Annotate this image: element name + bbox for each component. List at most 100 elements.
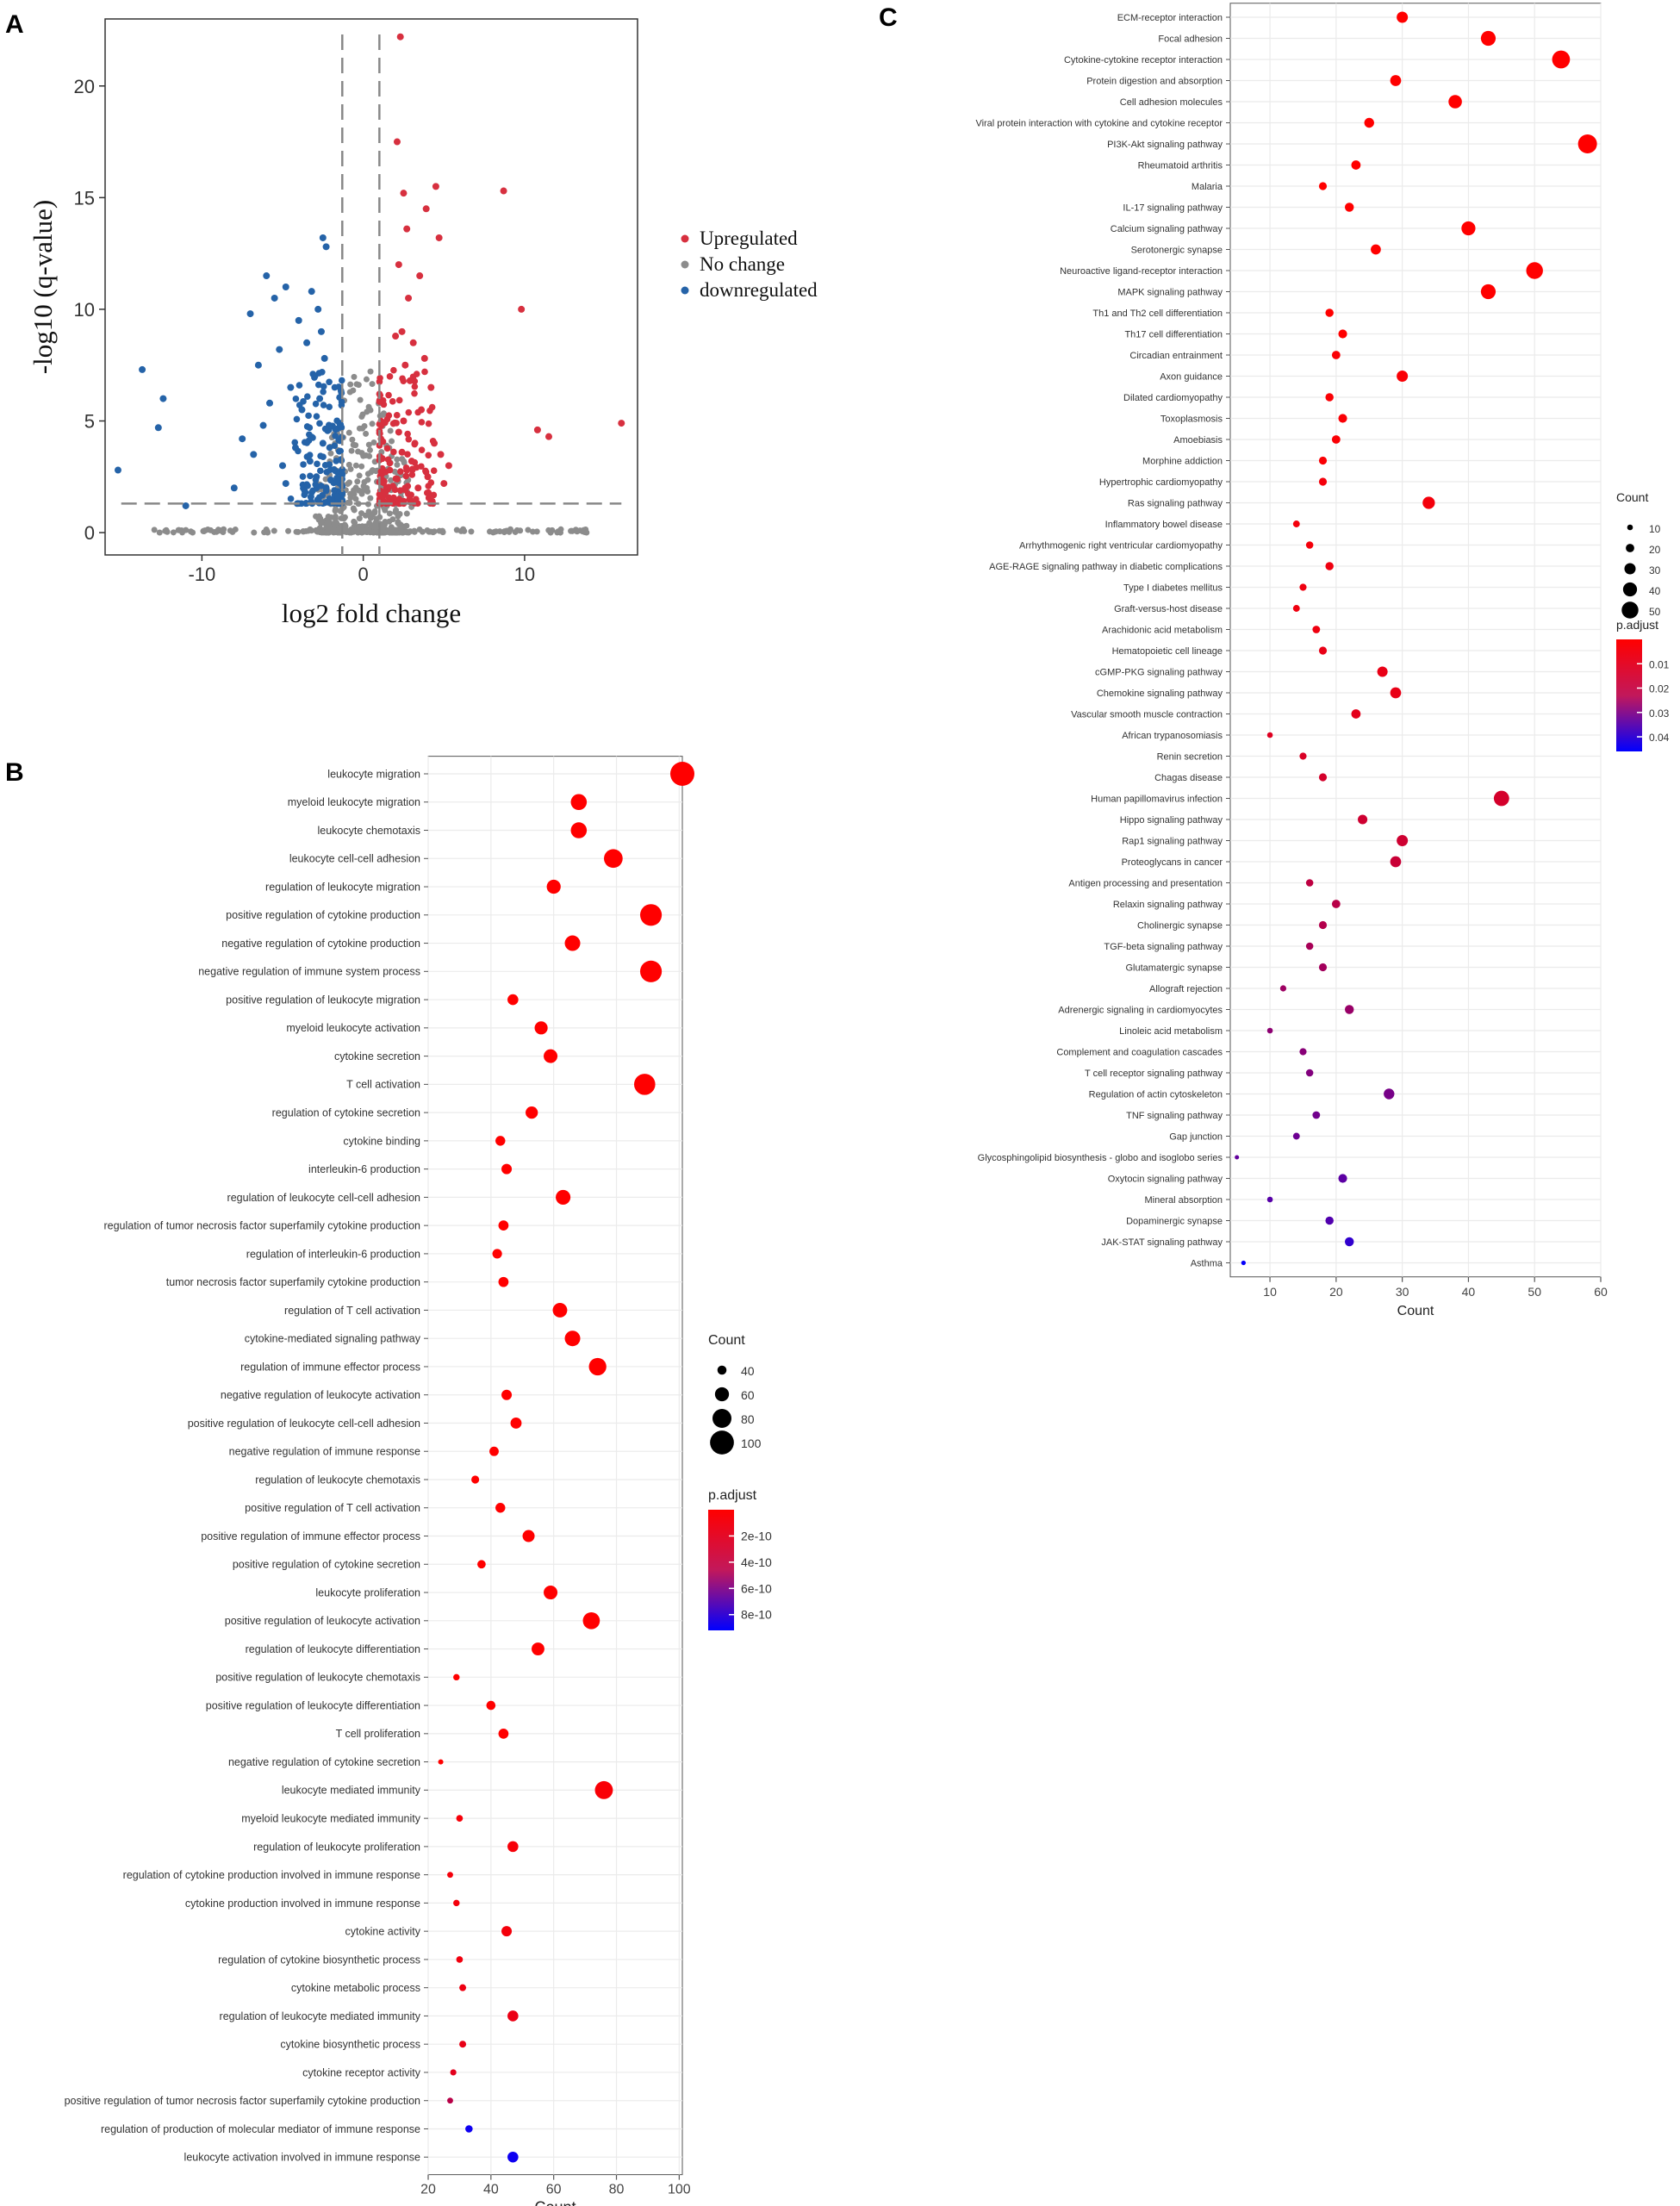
term-label: Viral protein interaction with cytokine … <box>975 118 1223 128</box>
term-dot <box>456 1815 464 1822</box>
point-no-change <box>348 447 355 454</box>
term-label: Axon guidance <box>1160 371 1223 382</box>
point-no-change <box>386 510 393 517</box>
term-label: Cell adhesion molecules <box>1120 97 1223 108</box>
point-upregulated <box>422 467 429 475</box>
term-label: negative regulation of immune response <box>229 1446 420 1458</box>
term-label: TNF signaling pathway <box>1126 1111 1223 1121</box>
panel-label-a: A <box>5 10 24 39</box>
point-upregulated <box>405 490 412 498</box>
point-no-change <box>363 430 370 437</box>
term-label: regulation of leukocyte migration <box>265 881 420 893</box>
point-upregulated <box>386 373 394 380</box>
point-downregulated <box>307 472 314 480</box>
point-no-change <box>574 528 581 535</box>
color-legend-label: 0.02 <box>1649 683 1670 695</box>
term-dot <box>498 1276 509 1287</box>
term-label: Morphine addiction <box>1142 456 1223 466</box>
term-dot <box>1318 477 1328 486</box>
point-no-change <box>359 411 366 418</box>
point-upregulated <box>396 33 404 41</box>
term-label: leukocyte cell-cell adhesion <box>289 853 420 865</box>
term-dot <box>1305 879 1314 887</box>
point-upregulated <box>430 467 438 475</box>
size-legend-dot <box>712 1409 731 1428</box>
point-downregulated <box>304 483 311 489</box>
point-no-change <box>396 511 403 518</box>
term-dot <box>438 1759 444 1765</box>
term-dot <box>501 1389 513 1400</box>
size-legend-dot <box>714 1387 730 1402</box>
point-no-change <box>333 527 339 534</box>
size-legend-title: Count <box>1616 490 1648 504</box>
point-upregulated <box>382 419 389 427</box>
x-tick-label: 50 <box>1528 1285 1541 1299</box>
term-label: Oxytocin signaling pathway <box>1108 1174 1223 1184</box>
point-no-change <box>325 514 332 520</box>
point-upregulated <box>418 463 425 470</box>
point-upregulated <box>430 491 438 499</box>
term-label: Serotonergic synapse <box>1131 245 1223 255</box>
point-no-change <box>355 448 362 455</box>
point-downregulated <box>114 466 121 474</box>
point-downregulated <box>291 444 299 452</box>
term-dot <box>1344 1005 1354 1014</box>
term-dot <box>1266 732 1273 738</box>
point-upregulated <box>425 420 432 427</box>
panel-b-go-dotplot: 20 40 60 80 100 leukocyte migration myeloid le… <box>65 756 772 2206</box>
point-upregulated <box>618 420 625 427</box>
point-upregulated <box>406 495 413 503</box>
term-label: regulation of leukocyte chemotaxis <box>255 1474 420 1486</box>
point-no-change <box>251 529 258 536</box>
point-downregulated <box>302 489 309 496</box>
term-label: Toxoplasmosis <box>1160 414 1223 424</box>
point-no-change <box>351 487 358 494</box>
point-upregulated <box>422 205 430 213</box>
term-label: leukocyte proliferation <box>315 1586 420 1598</box>
term-dot <box>1318 963 1328 972</box>
point-downregulated <box>292 396 300 402</box>
point-no-change <box>517 527 524 534</box>
point-no-change <box>439 527 446 534</box>
point-upregulated <box>411 439 419 447</box>
point-no-change <box>460 526 467 533</box>
x-axis-title: Count <box>534 2199 576 2206</box>
point-no-change <box>271 527 277 534</box>
term-dot <box>495 1503 506 1513</box>
point-no-change <box>352 520 358 527</box>
term-label: AGE-RAGE signaling pathway in diabetic c… <box>989 562 1223 572</box>
panel-a-volcano-plot: -10 0 10 0 5 10 15 20 log2 fold change -log10 (q-… <box>28 18 818 628</box>
term-label: Glutamatergic synapse <box>1126 963 1223 973</box>
point-no-change <box>355 528 362 535</box>
point-downregulated <box>337 447 345 455</box>
point-no-change <box>345 527 352 534</box>
term-dot <box>1266 1196 1273 1203</box>
term-label: Asthma <box>1191 1258 1223 1268</box>
point-no-change <box>365 508 372 515</box>
term-dot <box>486 1700 496 1711</box>
point-upregulated <box>418 419 426 426</box>
term-label: Regulation of actin cytoskeleton <box>1089 1089 1223 1100</box>
point-downregulated <box>313 473 320 481</box>
point-downregulated <box>312 400 320 408</box>
point-no-change <box>300 528 307 535</box>
point-downregulated <box>319 234 327 241</box>
point-upregulated <box>405 435 413 443</box>
point-no-change <box>529 528 536 535</box>
point-downregulated <box>300 461 307 468</box>
term-dot <box>1318 773 1328 782</box>
term-label: Gap junction <box>1169 1131 1223 1142</box>
point-downregulated <box>338 377 345 384</box>
point-no-change <box>338 514 345 521</box>
point-no-change <box>151 527 158 533</box>
term-label: ECM-receptor interaction <box>1117 13 1223 23</box>
point-no-change <box>416 526 423 533</box>
term-label: leukocyte migration <box>327 768 420 780</box>
term-label: Mineral absorption <box>1145 1195 1223 1206</box>
point-no-change <box>163 527 170 533</box>
point-no-change <box>382 507 389 514</box>
point-no-change <box>389 516 396 523</box>
term-label: positive regulation of tumor necrosis fa… <box>65 2095 420 2107</box>
point-upregulated <box>391 419 398 427</box>
term-dot <box>532 1642 544 1655</box>
